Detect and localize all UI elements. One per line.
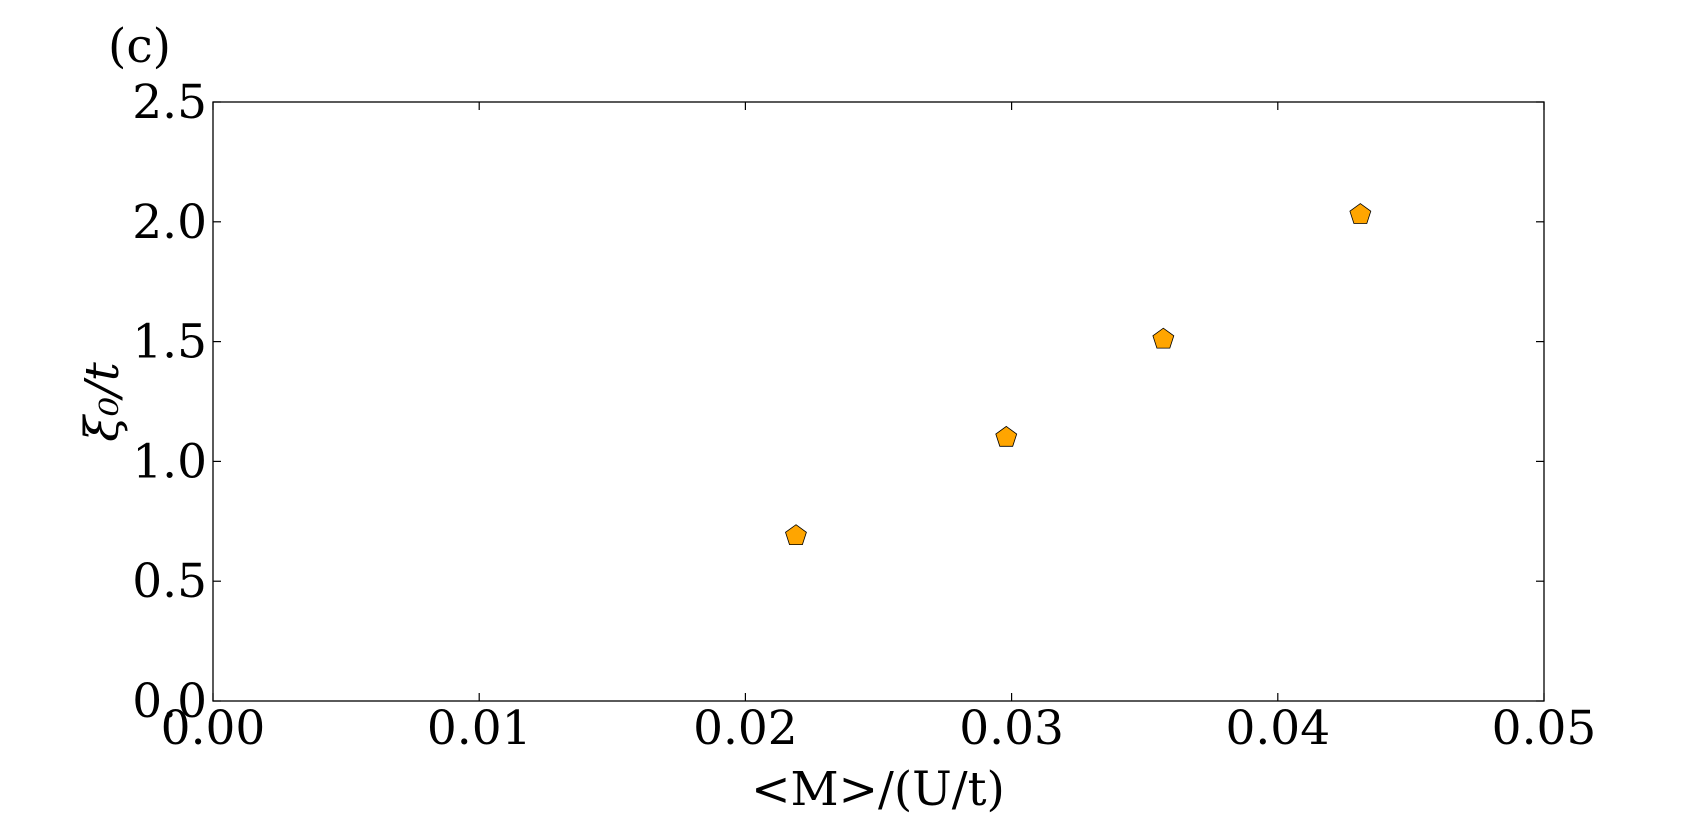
- y-tick-label: 2.5: [132, 75, 207, 130]
- x-tick-label: 0.01: [427, 701, 532, 756]
- y-tick-label: 0.0: [132, 674, 207, 729]
- plot-frame: [212, 101, 1545, 702]
- data-point: [1349, 203, 1372, 224]
- x-axis-label: <M>/(U/t): [751, 762, 1005, 813]
- x-tick-label: 0.02: [693, 701, 798, 756]
- x-tick-label: 0.05: [1492, 701, 1597, 756]
- y-tick-label: 0.5: [132, 554, 207, 609]
- y-axis-label: ξ₀/t: [75, 362, 130, 442]
- x-tick-label: 0.04: [1225, 701, 1330, 756]
- x-tick-label: 0.03: [959, 701, 1064, 756]
- y-tick-label: 1.5: [132, 315, 207, 370]
- data-point: [1152, 327, 1175, 349]
- x-tick-label: 0.00: [161, 701, 266, 756]
- y-tick-label: 1.0: [132, 434, 207, 489]
- data-point: [785, 524, 807, 545]
- data-point: [995, 425, 1018, 447]
- y-tick-label: 2.0: [132, 195, 207, 250]
- panel-label: (c): [108, 19, 171, 74]
